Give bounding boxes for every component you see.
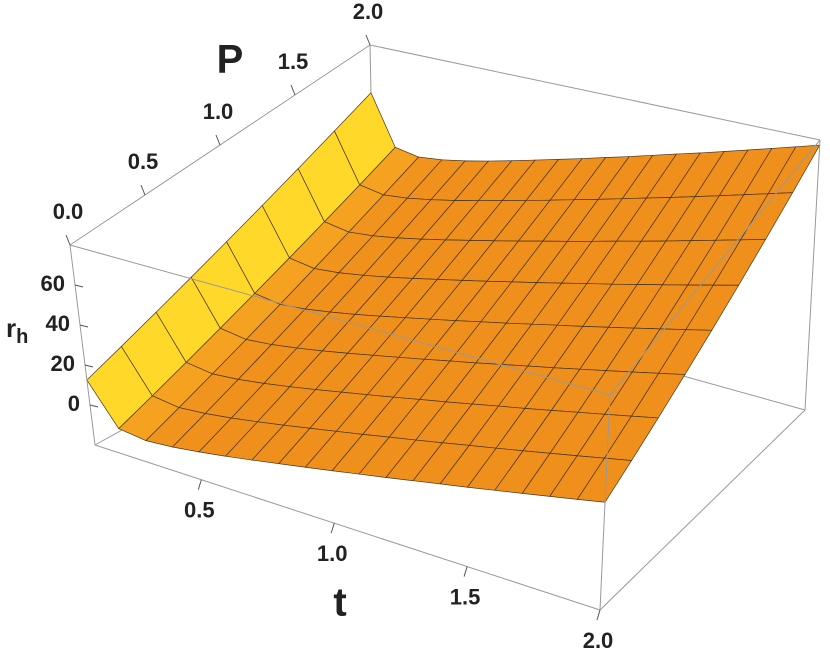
surface-cell (86, 345, 153, 430)
y-axis-title: P (217, 38, 244, 82)
box-edge (69, 244, 611, 396)
box-edge (804, 139, 821, 411)
y-tick (365, 34, 371, 46)
z-axis-title-sub: h (16, 326, 28, 348)
z-tick-label: 40 (46, 311, 70, 336)
x-tick-label: 2.0 (583, 628, 614, 653)
z-tick (89, 404, 99, 408)
z-tick (74, 284, 84, 288)
z-tick-label: 0 (68, 391, 80, 416)
y-tick-label: 0.0 (53, 199, 84, 224)
y-tick (290, 84, 296, 96)
z-tick (79, 324, 89, 328)
x-axis-title: t (333, 581, 346, 625)
y-tick (140, 184, 146, 196)
z-tick-label: 60 (41, 271, 65, 296)
y-tick (215, 134, 221, 146)
y-tick-label: 1.5 (278, 49, 309, 74)
box-edge (599, 409, 806, 611)
box-edge (369, 44, 821, 141)
x-tick (197, 479, 202, 490)
x-tick (596, 609, 601, 621)
x-tick-label: 0.5 (184, 498, 215, 523)
y-tick-label: 1.0 (203, 99, 234, 124)
x-tick (330, 523, 335, 534)
y-tick (65, 234, 71, 246)
x-tick-label: 1.5 (450, 584, 481, 609)
y-tick-label: 2.0 (353, 0, 384, 24)
z-axis-title: rh (6, 313, 28, 348)
x-tick-label: 1.0 (317, 541, 348, 566)
box-edge (94, 444, 601, 611)
box-edge (599, 394, 611, 611)
box-edge (69, 244, 96, 446)
z-tick (84, 364, 94, 368)
box-edge (609, 139, 821, 396)
z-tick-label: 20 (51, 351, 75, 376)
y-tick-label: 0.5 (128, 149, 159, 174)
z-axis-title-main: r (6, 313, 16, 343)
x-tick (463, 566, 468, 577)
